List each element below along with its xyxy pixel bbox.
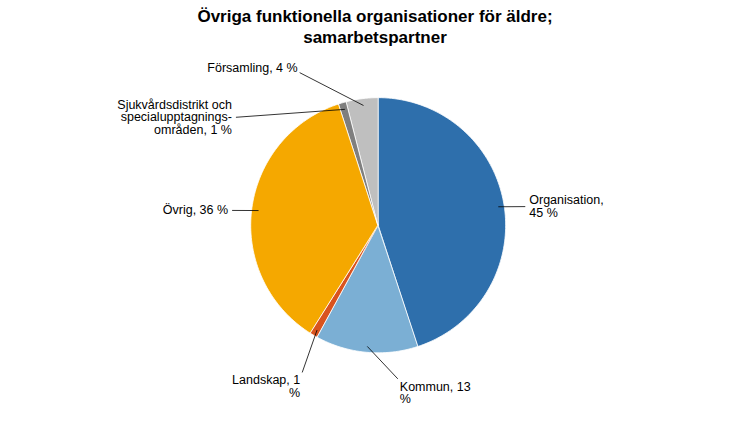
html-text:Övriga funktionella organisati: Övriga funktionella organisationer för ä… xyxy=(197,7,553,47)
svg-text:Sjukvårdsdistrikt ochspecialup: Sjukvårdsdistrikt ochspecialupptagnings-… xyxy=(117,98,232,137)
svg-text:Övrig, 36 %: Övrig, 36 % xyxy=(163,203,228,217)
svg-text:Kommun, 13%: Kommun, 13% xyxy=(400,380,471,407)
svg-text:Församling, 4 %: Församling, 4 % xyxy=(207,61,297,75)
svg-text:Organisation,45 %: Organisation,45 % xyxy=(529,193,603,220)
svg-text:Landskap, 1%: Landskap, 1% xyxy=(232,373,300,400)
